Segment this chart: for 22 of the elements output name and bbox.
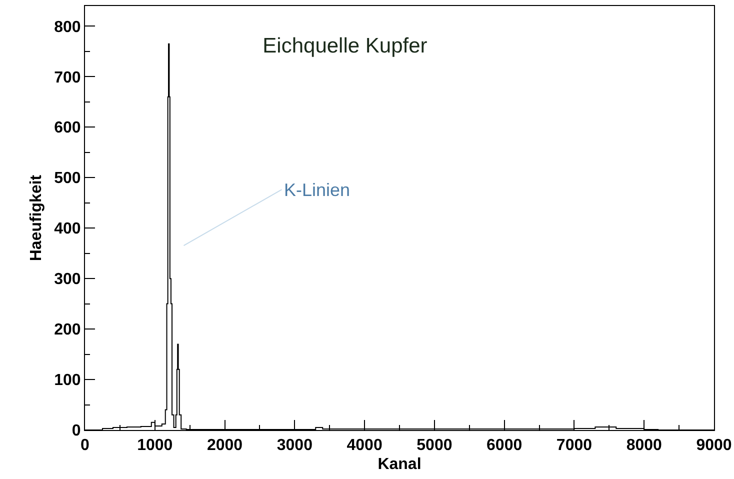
x-tick-label: 2000	[206, 437, 243, 454]
x-tick-label: 8000	[626, 437, 662, 454]
y-tick-label: 800	[54, 18, 81, 36]
x-axis-title: Kanal	[378, 456, 422, 473]
x-tick-label: 1000	[137, 437, 173, 454]
text: Eichquelle Kupfer	[262, 34, 428, 58]
x-tick-label: 3000	[276, 437, 313, 454]
x-tick-label: 7000	[556, 437, 592, 454]
y-tick-label: 600	[54, 120, 81, 137]
annotation: K-Linien	[284, 180, 350, 200]
x-tick-label: 6000	[486, 437, 522, 454]
x-tick-label: 9000	[696, 437, 732, 454]
y-tick-label: 500	[54, 170, 81, 188]
y-tick-label: 0	[72, 422, 81, 440]
y-tick-label: 300	[54, 271, 81, 288]
y-tick-label: 400	[54, 220, 81, 238]
x-tick-label: 4000	[346, 437, 382, 454]
y-tick-label: 200	[54, 322, 81, 339]
x-tick-label: 5000	[416, 437, 452, 454]
y-tick-label: 700	[54, 69, 81, 86]
y-tick-label: 100	[54, 372, 81, 390]
y-axis-title: Haeufigkeit	[28, 174, 45, 262]
